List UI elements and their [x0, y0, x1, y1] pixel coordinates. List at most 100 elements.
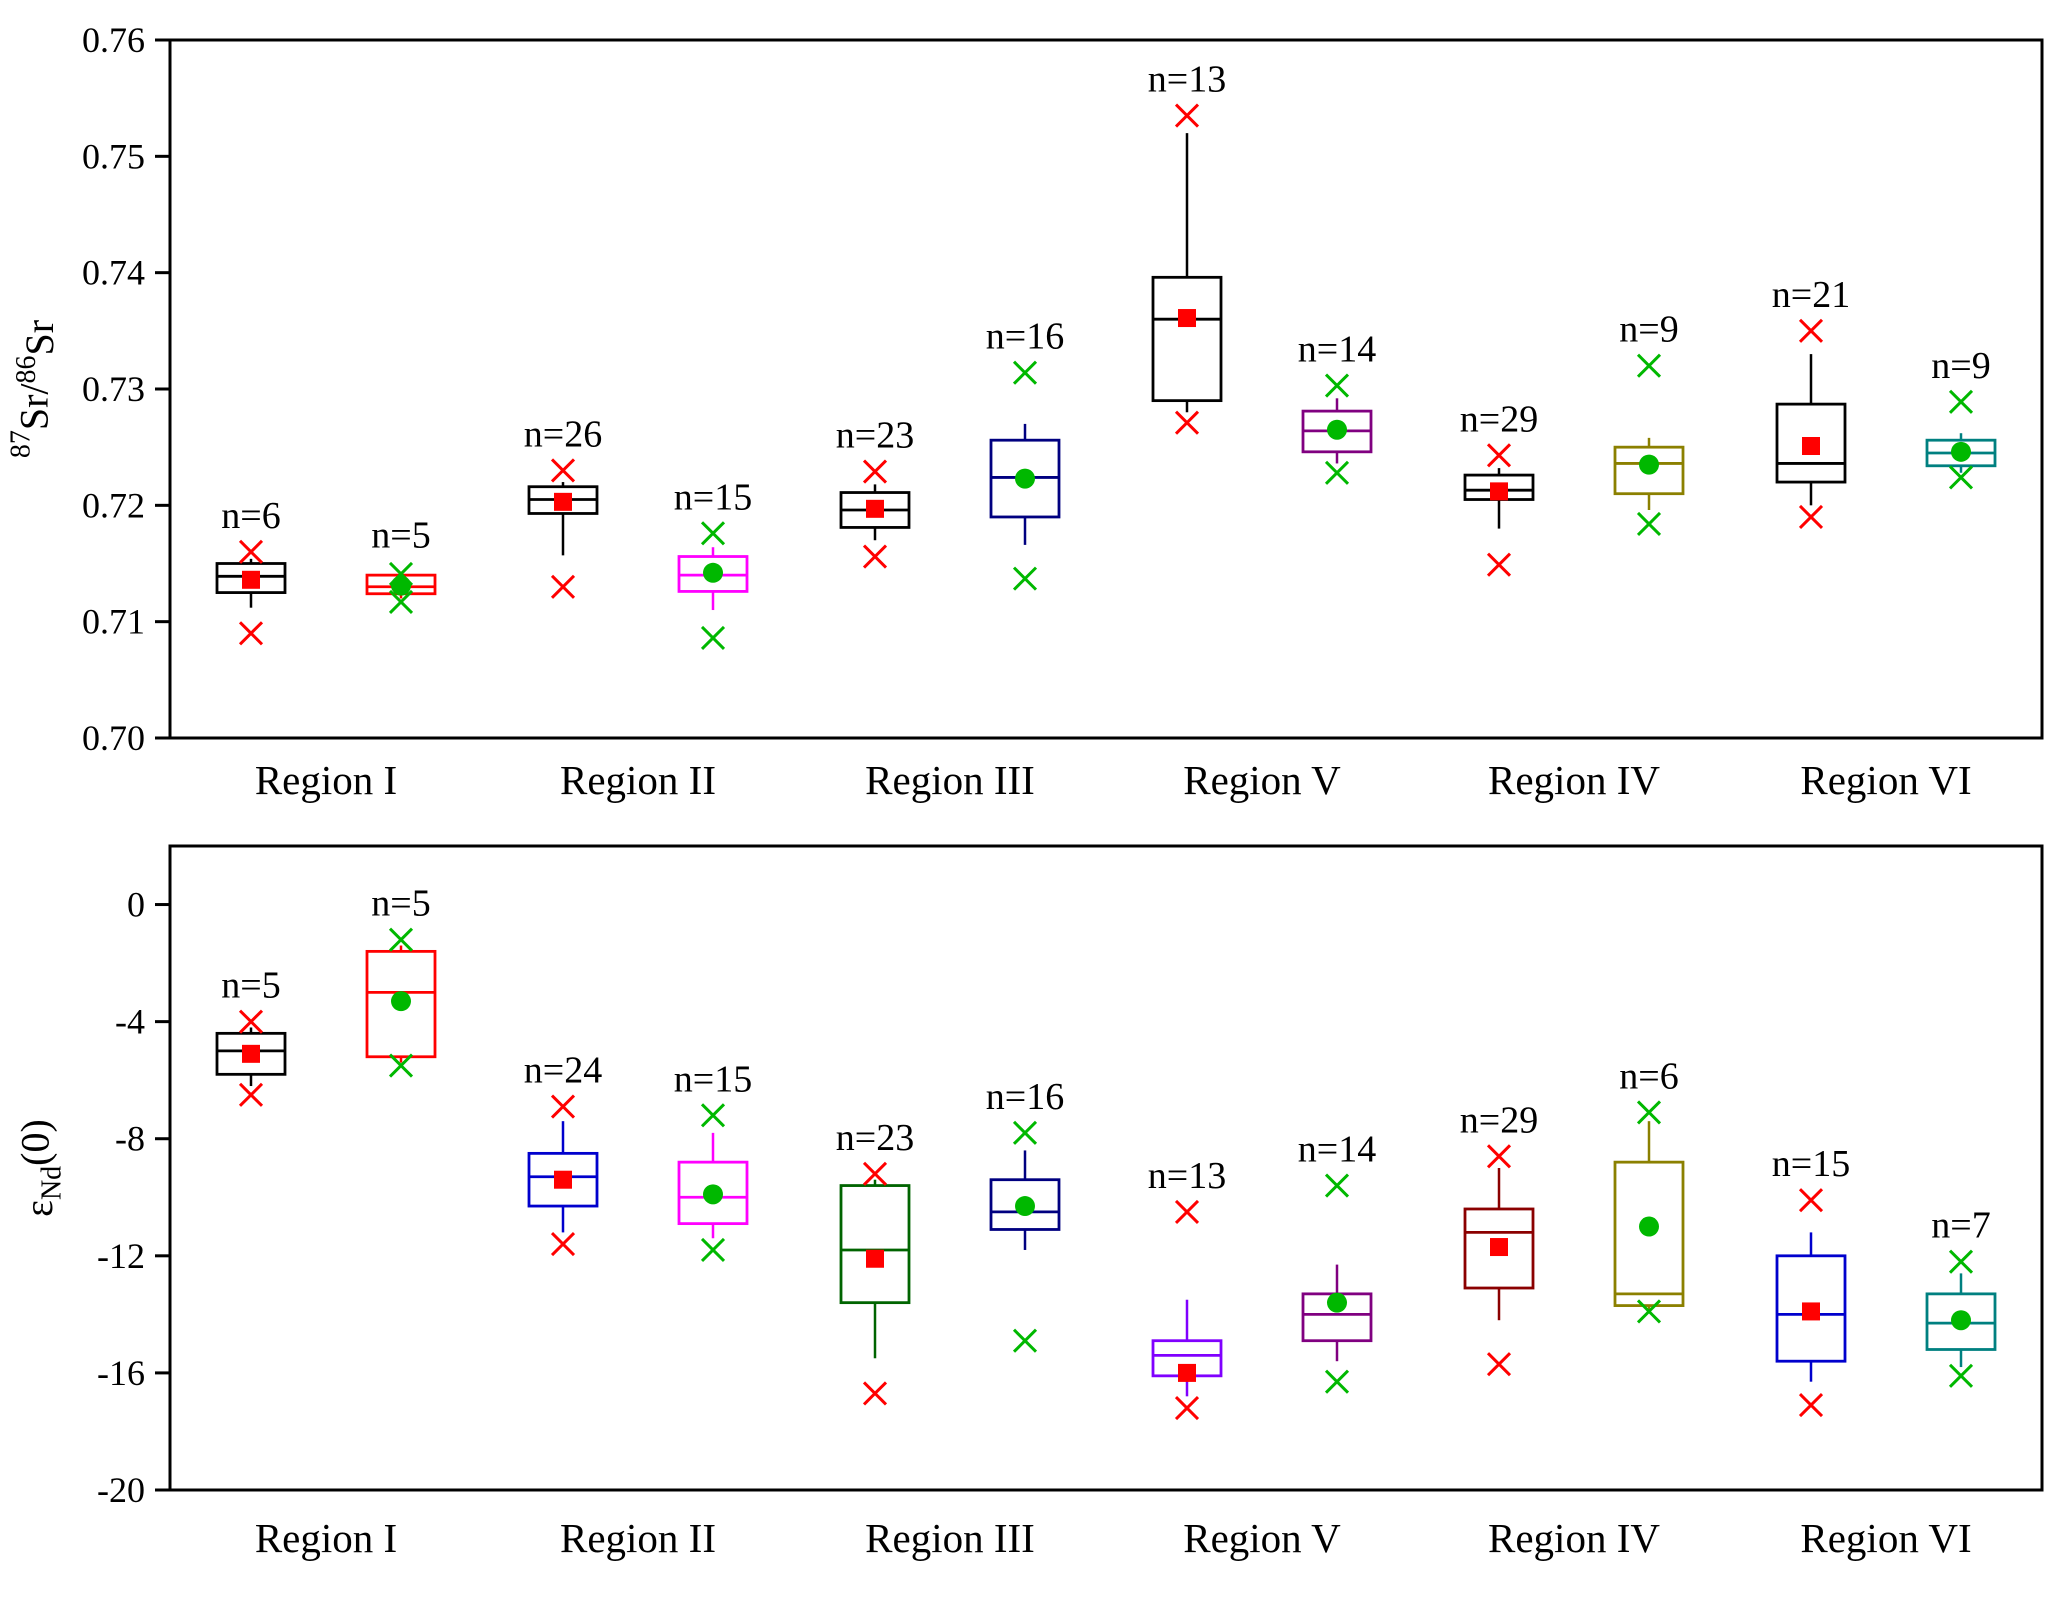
extreme-x-icon — [550, 1094, 576, 1119]
extreme-x-icon — [1324, 1369, 1350, 1394]
extreme-x-icon — [1948, 1363, 1974, 1388]
n-count-label: n=6 — [221, 495, 280, 537]
boxplot-region-iii-series1 — [839, 459, 911, 569]
mean-marker-circle — [391, 575, 411, 596]
x-category-label: Region VI — [1800, 757, 1971, 803]
mean-marker-circle — [1951, 1310, 1971, 1331]
axis-frame — [168, 844, 2044, 1492]
n-count-label: n=13 — [1148, 59, 1226, 101]
boxplot-region-vi-series2 — [1925, 1249, 1997, 1388]
y-tick-label: 0.75 — [82, 136, 145, 176]
n-count-label: n=5 — [221, 965, 280, 1007]
extreme-x-icon — [1486, 1144, 1512, 1169]
n-count-label: n=21 — [1772, 274, 1850, 316]
extreme-x-icon — [1324, 1173, 1350, 1198]
extreme-x-icon — [862, 459, 888, 484]
y-tick-label: 0.76 — [82, 20, 145, 60]
boxplot-region-i-series2 — [365, 927, 437, 1078]
extreme-x-icon — [238, 539, 264, 564]
y-tick-label: -8 — [115, 1119, 145, 1159]
y-tick-label: 0.70 — [82, 718, 145, 758]
x-category-label: Region V — [1183, 757, 1341, 803]
y-tick-label: 0.74 — [82, 253, 145, 293]
axis-frame — [168, 38, 2044, 740]
y-tick-label: 0.71 — [82, 602, 145, 642]
mean-marker-circle — [1327, 419, 1347, 440]
extreme-x-icon — [388, 589, 414, 614]
boxplot-region-i-series1 — [215, 1009, 287, 1107]
boxplot-region-ii-series1 — [527, 458, 599, 599]
mean-marker-square — [1802, 1302, 1820, 1321]
mean-marker-square — [242, 570, 260, 589]
iqr-box — [839, 1184, 911, 1305]
x-category-label: Region I — [255, 1515, 397, 1561]
n-count-label: n=29 — [1460, 398, 1538, 440]
extreme-x-icon — [1012, 566, 1038, 591]
boxplot-region-v-series2 — [1301, 373, 1373, 485]
extreme-x-icon — [388, 1053, 414, 1078]
boxplot-region-v-series1 — [1151, 1199, 1223, 1421]
panel-epsilon-nd: 0 -4 -8 -12 -16 -20 εNd(0) Region I Region II Reg… — [12, 844, 2044, 1561]
mean-marker-circle — [1639, 1216, 1659, 1237]
extreme-x-icon — [862, 1161, 888, 1186]
n-count-label: n=29 — [1460, 1099, 1538, 1141]
x-category-label: Region IV — [1488, 757, 1660, 803]
boxplot-region-vi-series1 — [1775, 1188, 1847, 1418]
mean-marker-circle — [391, 991, 411, 1012]
mean-marker-square — [866, 499, 884, 518]
extreme-x-icon — [1798, 1393, 1824, 1418]
extreme-x-icon — [700, 1237, 726, 1263]
extreme-x-icon — [1012, 1120, 1038, 1145]
x-category-label: Region VI — [1800, 1515, 1971, 1561]
boxplot-region-v-series1 — [1151, 103, 1223, 435]
n-count-label: n=9 — [1931, 345, 1990, 387]
n-count-label: n=13 — [1148, 1155, 1226, 1197]
mean-marker-circle — [1639, 454, 1659, 475]
mean-marker-square — [1178, 309, 1196, 328]
boxplot-region-ii-series1 — [527, 1094, 599, 1257]
panel-sr-isotope-ratio: 0.76 0.75 0.74 0.73 0.72 0.71 0.70 87Sr/86Sr Reg… — [5, 20, 2044, 803]
boxplot-region-iv-series2 — [1613, 353, 1685, 537]
boxplot-region-iv-series1 — [1463, 443, 1535, 577]
extreme-x-icon — [238, 1009, 264, 1034]
extreme-x-icon — [1636, 353, 1662, 378]
boxplot-region-iii-series1 — [839, 1161, 911, 1406]
mean-marker-circle — [1015, 468, 1035, 489]
y-tick-label: -4 — [115, 1002, 145, 1042]
mean-marker-square — [554, 1170, 572, 1189]
extreme-x-icon — [1948, 389, 1974, 414]
y-tick-label: -16 — [97, 1353, 145, 1393]
x-category-label: Region V — [1183, 1515, 1341, 1561]
n-count-label: n=15 — [674, 1058, 752, 1100]
y-tick-label: -12 — [97, 1236, 145, 1276]
extreme-x-icon — [1636, 511, 1662, 537]
x-category-label: Region II — [560, 1515, 716, 1561]
n-count-label: n=24 — [524, 1050, 602, 1092]
extreme-x-icon — [1012, 1328, 1038, 1353]
extreme-x-icon — [1012, 360, 1038, 385]
boxplot-region-iv-series2 — [1613, 1100, 1685, 1324]
mean-marker-square — [1490, 1238, 1508, 1257]
n-count-label: n=16 — [986, 316, 1064, 358]
extreme-x-icon — [1174, 1199, 1200, 1224]
x-category-label: Region III — [865, 1515, 1035, 1561]
boxplot-region-ii-series2 — [677, 1103, 749, 1263]
extreme-x-icon — [1948, 465, 1974, 490]
n-count-label: n=15 — [674, 476, 752, 518]
boxplot-region-iv-series1 — [1463, 1144, 1535, 1377]
mean-marker-circle — [1015, 1196, 1035, 1217]
x-category-label: Region IV — [1488, 1515, 1660, 1561]
extreme-x-icon — [1486, 1352, 1512, 1377]
y-tick-label: 0.73 — [82, 369, 145, 409]
mean-marker-circle — [703, 1184, 723, 1205]
iqr-box — [215, 562, 287, 594]
extreme-x-icon — [1798, 318, 1824, 343]
extreme-x-icon — [862, 544, 888, 569]
extreme-x-icon — [700, 521, 726, 546]
extreme-x-icon — [1174, 410, 1200, 435]
extreme-x-icon — [388, 927, 414, 952]
extreme-x-icon — [550, 1232, 576, 1257]
boxplot-region-v-series2 — [1301, 1173, 1373, 1394]
n-count-label: n=14 — [1298, 329, 1376, 371]
